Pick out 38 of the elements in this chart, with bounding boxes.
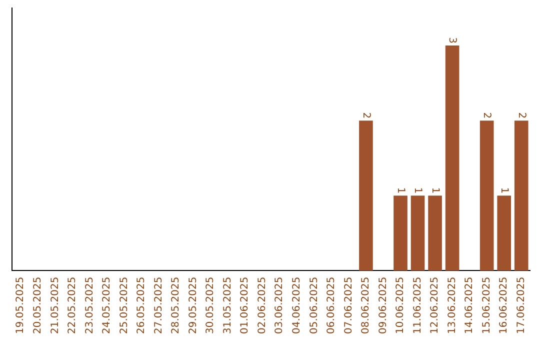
x-tick-label: 10.06.2025 — [395, 276, 406, 334]
x-tick-label: 13.06.2025 — [446, 276, 458, 334]
x-tick-label: 20.05.2025 — [32, 276, 44, 334]
x-tick-label: 05.06.2025 — [308, 276, 320, 334]
x-tick-label: 28.05.2025 — [170, 276, 182, 334]
x-tick-label: 29.05.2025 — [188, 276, 199, 334]
x-tick-label: 02.06.2025 — [256, 276, 268, 334]
data-label: 2 — [481, 112, 492, 119]
x-tick-label: 12.06.2025 — [430, 276, 441, 334]
x-tick-label: 23.05.2025 — [84, 276, 96, 334]
data-label: 2 — [516, 112, 527, 119]
x-tick-label: 11.06.2025 — [412, 276, 424, 334]
x-tick-label: 15.06.2025 — [481, 276, 492, 334]
x-tick-label: 25.05.2025 — [118, 276, 130, 334]
x-tick-label: 04.06.2025 — [291, 276, 302, 334]
x-tick-label: 08.06.2025 — [360, 276, 372, 334]
data-label: 2 — [360, 112, 372, 119]
x-tick-label: 07.06.2025 — [343, 276, 354, 334]
x-tick-label: 14.06.2025 — [464, 276, 476, 334]
x-tick-label: 22.05.2025 — [67, 276, 78, 334]
x-tick-label: 21.05.2025 — [50, 276, 61, 334]
x-tick-label: 24.05.2025 — [102, 276, 113, 334]
data-label: 1 — [394, 187, 406, 194]
x-tick-label: 01.06.2025 — [240, 276, 251, 334]
data-label: 1 — [429, 187, 440, 194]
data-label: 3 — [446, 37, 458, 44]
x-tick-label: 30.05.2025 — [205, 276, 216, 334]
x-tick-label: 31.05.2025 — [222, 276, 234, 334]
x-tick-label: 06.06.2025 — [326, 276, 338, 334]
x-tick-label: 09.06.2025 — [378, 276, 389, 334]
x-tick-label: 27.05.2025 — [153, 276, 164, 334]
data-label: 1 — [412, 187, 424, 194]
x-tick-label: 16.06.2025 — [498, 276, 510, 334]
x-tick-label: 19.05.2025 — [15, 276, 26, 334]
data-label: 1 — [498, 187, 510, 194]
x-tick-label: 17.06.2025 — [516, 276, 527, 334]
x-tick-label: 03.06.2025 — [274, 276, 286, 334]
x-tick-label: 26.05.2025 — [136, 276, 148, 334]
